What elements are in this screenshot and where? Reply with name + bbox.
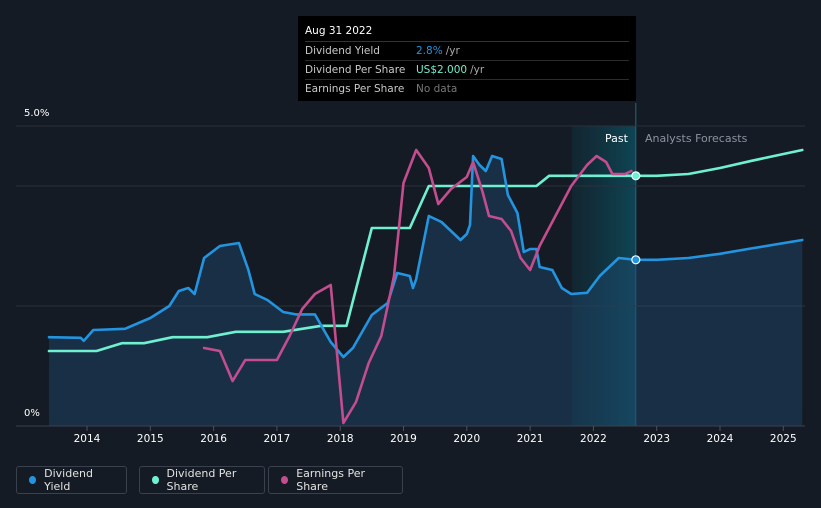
y-axis-top-label: 5.0% <box>24 108 50 119</box>
x-tick-label: 2022 <box>580 433 607 445</box>
dividend-yield-line <box>47 154 804 359</box>
x-tick-label: 2017 <box>264 433 291 445</box>
x-tick-label: 2024 <box>707 433 734 445</box>
tooltip-value: No data <box>416 83 458 95</box>
yield-area-layer <box>49 156 803 426</box>
x-tick-label: 2018 <box>327 433 354 445</box>
x-tick-label: 2020 <box>453 433 480 445</box>
x-tick-label: 2014 <box>74 433 101 445</box>
tooltip-value: 2.8% <box>416 45 443 57</box>
x-tick-label: 2025 <box>770 433 797 445</box>
legend-item-dividend-per-share[interactable]: Dividend Per Share <box>139 466 265 494</box>
y-axis-bottom-label: 0% <box>24 408 40 419</box>
legend-label: Dividend Yield <box>44 467 93 493</box>
x-tick-label: 2016 <box>200 433 227 445</box>
earnings-per-share-line <box>202 148 633 425</box>
legend-label: Earnings Per Share <box>296 467 365 493</box>
tooltip-suffix: /yr <box>470 64 485 76</box>
past-region-label: Past <box>605 132 628 145</box>
x-tick-label: 2015 <box>137 433 164 445</box>
x-axis: 2014 2015 2016 2017 2018 2019 2020 2021 2022 2023… <box>74 426 797 445</box>
data-tooltip: Aug 31 2022 Dividend Yield 2.8% /yr Divi… <box>298 16 636 101</box>
dividend-per-share-line <box>47 148 804 353</box>
tooltip-row-earnings-per-share: Earnings Per Share No data <box>305 80 629 98</box>
series-lines <box>47 148 804 425</box>
legend-dot <box>281 476 289 484</box>
forecast-region-label: Analysts Forecasts <box>645 132 748 145</box>
tooltip-row-dividend-yield: Dividend Yield 2.8% /yr <box>305 42 629 61</box>
tooltip-label: Dividend Per Share <box>305 64 406 76</box>
legend-label: Dividend Per Share <box>166 467 237 493</box>
x-tick-label: 2021 <box>517 433 544 445</box>
legend-item-dividend-yield[interactable]: Dividend Yield <box>16 466 127 494</box>
tooltip-value: US$2.000 <box>416 64 468 76</box>
tooltip-label: Earnings Per Share <box>305 83 405 95</box>
gridlines <box>16 125 805 427</box>
tooltip-row-dividend-per-share: Dividend Per Share US$2.000 /yr <box>305 61 629 80</box>
tooltip-label: Dividend Yield <box>305 45 380 57</box>
tooltip-date: Aug 31 2022 <box>305 21 629 42</box>
highlight-marker <box>631 255 641 265</box>
legend-dot <box>29 476 37 484</box>
x-tick-label: 2023 <box>643 433 670 445</box>
dividend-yield-area <box>49 156 803 426</box>
tooltip-suffix: /yr <box>445 45 460 57</box>
legend-dot <box>152 476 159 484</box>
x-tick-label: 2019 <box>390 433 417 445</box>
legend-item-earnings-per-share[interactable]: Earnings Per Share <box>268 466 403 494</box>
highlight-marker <box>631 171 641 181</box>
